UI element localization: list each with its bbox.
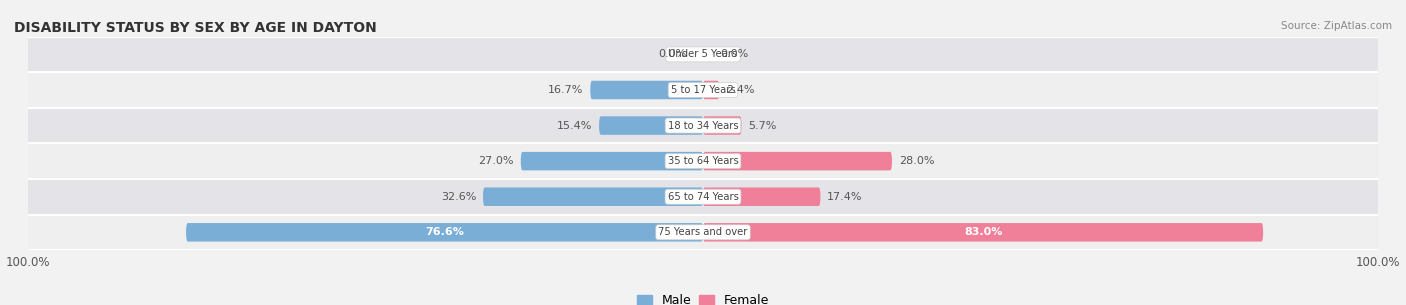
FancyBboxPatch shape: [703, 188, 821, 206]
FancyBboxPatch shape: [703, 116, 741, 135]
Text: 15.4%: 15.4%: [557, 120, 592, 131]
Text: 5 to 17 Years: 5 to 17 Years: [671, 85, 735, 95]
Text: 18 to 34 Years: 18 to 34 Years: [668, 120, 738, 131]
Text: 27.0%: 27.0%: [478, 156, 515, 166]
Text: 65 to 74 Years: 65 to 74 Years: [668, 192, 738, 202]
FancyBboxPatch shape: [28, 214, 1378, 250]
Text: 0.0%: 0.0%: [720, 49, 748, 59]
Text: 17.4%: 17.4%: [827, 192, 863, 202]
Text: Source: ZipAtlas.com: Source: ZipAtlas.com: [1281, 21, 1392, 31]
FancyBboxPatch shape: [28, 143, 1378, 179]
Text: 28.0%: 28.0%: [898, 156, 934, 166]
Text: 75 Years and over: 75 Years and over: [658, 227, 748, 237]
Text: 16.7%: 16.7%: [548, 85, 583, 95]
FancyBboxPatch shape: [703, 223, 1263, 242]
FancyBboxPatch shape: [186, 223, 703, 242]
FancyBboxPatch shape: [599, 116, 703, 135]
FancyBboxPatch shape: [28, 37, 1378, 72]
FancyBboxPatch shape: [520, 152, 703, 170]
FancyBboxPatch shape: [703, 81, 720, 99]
Text: Under 5 Years: Under 5 Years: [668, 49, 738, 59]
Text: DISABILITY STATUS BY SEX BY AGE IN DAYTON: DISABILITY STATUS BY SEX BY AGE IN DAYTO…: [14, 21, 377, 35]
Legend: Male, Female: Male, Female: [631, 289, 775, 305]
FancyBboxPatch shape: [484, 188, 703, 206]
Text: 0.0%: 0.0%: [658, 49, 686, 59]
FancyBboxPatch shape: [28, 179, 1378, 214]
Text: 32.6%: 32.6%: [441, 192, 477, 202]
Text: 83.0%: 83.0%: [965, 227, 1002, 237]
Text: 76.6%: 76.6%: [425, 227, 464, 237]
FancyBboxPatch shape: [591, 81, 703, 99]
FancyBboxPatch shape: [28, 72, 1378, 108]
FancyBboxPatch shape: [703, 152, 891, 170]
Text: 35 to 64 Years: 35 to 64 Years: [668, 156, 738, 166]
Text: 2.4%: 2.4%: [725, 85, 755, 95]
FancyBboxPatch shape: [28, 108, 1378, 143]
Text: 5.7%: 5.7%: [748, 120, 776, 131]
